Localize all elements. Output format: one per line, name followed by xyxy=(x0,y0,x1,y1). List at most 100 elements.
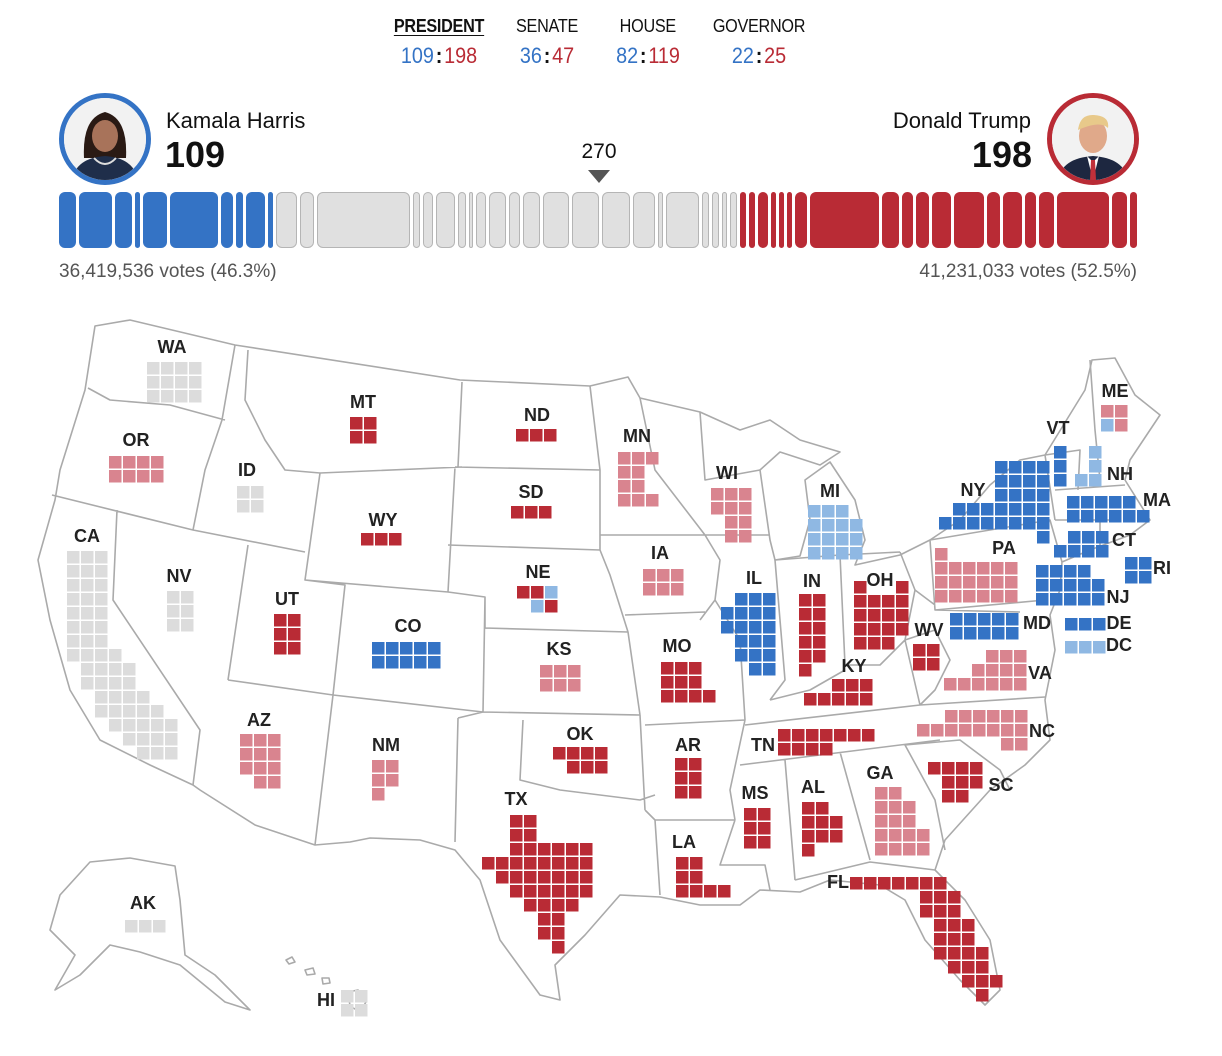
bar-segment-ma[interactable] xyxy=(246,192,266,248)
state-ak-squares[interactable] xyxy=(125,920,166,933)
bar-segment-mt[interactable] xyxy=(739,192,747,248)
state-sc-squares[interactable] xyxy=(928,762,983,803)
state-label-nd[interactable]: ND xyxy=(524,405,550,425)
state-label-az[interactable]: AZ xyxy=(247,710,271,730)
bar-segment-vt[interactable] xyxy=(268,192,274,248)
bar-segment-sd[interactable] xyxy=(779,192,785,248)
state-ct-squares[interactable] xyxy=(1054,531,1109,558)
state-wa-squares[interactable] xyxy=(147,362,202,403)
state-label-ri[interactable]: RI xyxy=(1153,558,1171,578)
bar-segment-wa[interactable] xyxy=(276,192,298,248)
state-ny-squares[interactable] xyxy=(939,461,1050,544)
bar-segment-ne[interactable] xyxy=(469,192,473,248)
state-tn-squares[interactable] xyxy=(778,729,875,756)
state-label-vt[interactable]: VT xyxy=(1046,418,1069,438)
state-tx-squares[interactable] xyxy=(482,815,593,954)
state-label-ga[interactable]: GA xyxy=(867,763,894,783)
state-label-co[interactable]: CO xyxy=(395,616,422,636)
bar-segment-tn[interactable] xyxy=(1003,192,1023,248)
state-id-squares[interactable] xyxy=(237,486,264,513)
state-mt-squares[interactable] xyxy=(350,417,377,444)
bar-segment-ct[interactable] xyxy=(221,192,234,248)
state-ne-squares[interactable] xyxy=(517,586,558,613)
state-mo-squares[interactable] xyxy=(661,662,716,703)
bar-segment-ms[interactable] xyxy=(1025,192,1036,248)
state-label-dc[interactable]: DC xyxy=(1106,635,1132,655)
state-va-squares[interactable] xyxy=(944,650,1027,691)
state-label-al[interactable]: AL xyxy=(801,777,825,797)
bar-segment-nm[interactable] xyxy=(457,192,467,248)
state-nv-squares[interactable] xyxy=(167,591,194,632)
bar-segment-ri[interactable] xyxy=(236,192,244,248)
bar-segment-la[interactable] xyxy=(915,192,930,248)
bar-segment-ky[interactable] xyxy=(986,192,1001,248)
state-label-ks[interactable]: KS xyxy=(546,639,571,659)
bar-segment-ok[interactable] xyxy=(795,192,808,248)
state-ia-squares[interactable] xyxy=(643,569,684,596)
bar-segment-ny[interactable] xyxy=(170,192,219,248)
bar-segment-nd[interactable] xyxy=(770,192,777,248)
bar-segment-oh[interactable] xyxy=(954,192,984,248)
state-label-mo[interactable]: MO xyxy=(663,636,692,656)
state-label-sc[interactable]: SC xyxy=(988,775,1013,795)
state-ky-squares[interactable] xyxy=(804,679,873,706)
state-md-squares[interactable] xyxy=(950,613,1019,640)
state-label-ny[interactable]: NY xyxy=(960,480,985,500)
state-label-in[interactable]: IN xyxy=(803,571,821,591)
state-nm-squares[interactable] xyxy=(372,760,399,801)
state-label-la[interactable]: LA xyxy=(672,832,696,852)
state-label-ms[interactable]: MS xyxy=(742,783,769,803)
bar-segment-or[interactable] xyxy=(300,192,314,248)
state-label-or[interactable]: OR xyxy=(123,430,150,450)
state-label-mt[interactable]: MT xyxy=(350,392,376,412)
bar-segment-ga[interactable] xyxy=(571,192,600,248)
bar-segment-ia[interactable] xyxy=(509,192,520,248)
state-ca-squares[interactable] xyxy=(67,551,178,760)
bar-segment-mo[interactable] xyxy=(882,192,900,248)
state-co-squares[interactable] xyxy=(372,642,441,669)
state-ks-squares[interactable] xyxy=(540,665,581,692)
state-label-ky[interactable]: KY xyxy=(841,656,866,676)
state-pa-squares[interactable] xyxy=(935,548,1018,603)
state-hi-squares[interactable] xyxy=(341,990,368,1017)
state-label-ca[interactable]: CA xyxy=(74,526,100,546)
bar-segment-wy[interactable] xyxy=(749,192,755,248)
tab-house[interactable]: HOUSE 82:119 xyxy=(613,16,684,69)
tab-senate[interactable]: SENATE 36:47 xyxy=(513,16,582,69)
state-ut-squares[interactable] xyxy=(274,614,301,655)
state-label-nc[interactable]: NC xyxy=(1029,721,1055,741)
bar-segment-ak[interactable] xyxy=(721,192,727,248)
state-az-squares[interactable] xyxy=(240,734,281,789)
state-ri-squares[interactable] xyxy=(1125,557,1152,584)
state-label-ok[interactable]: OK xyxy=(567,724,594,744)
state-fl-squares[interactable] xyxy=(850,877,1003,1002)
bar-segment-mi[interactable] xyxy=(542,192,569,248)
bar-segment-hi[interactable] xyxy=(729,192,737,248)
bar-segment-id[interactable] xyxy=(412,192,420,248)
bar-segment-az[interactable] xyxy=(435,192,455,248)
state-sd-squares[interactable] xyxy=(511,506,552,519)
state-label-tn[interactable]: TN xyxy=(751,735,775,755)
state-vt-squares[interactable] xyxy=(1054,446,1067,487)
state-label-tx[interactable]: TX xyxy=(504,789,527,809)
bar-segment-wi[interactable] xyxy=(522,192,540,248)
bar-segment-md[interactable] xyxy=(114,192,133,248)
state-dc-squares[interactable] xyxy=(1065,641,1106,654)
state-ms-squares[interactable] xyxy=(744,808,771,849)
state-label-mn[interactable]: MN xyxy=(623,426,651,446)
bar-segment-nj[interactable] xyxy=(143,192,168,248)
state-ok-squares[interactable] xyxy=(553,747,608,774)
state-label-ne[interactable]: NE xyxy=(525,562,550,582)
bar-segment-ut[interactable] xyxy=(757,192,768,248)
state-label-mi[interactable]: MI xyxy=(820,481,840,501)
state-nd-squares[interactable] xyxy=(516,429,557,442)
state-label-me[interactable]: ME xyxy=(1102,381,1129,401)
bar-segment-va[interactable] xyxy=(632,192,655,248)
state-mn-squares[interactable] xyxy=(618,452,659,507)
state-ga-squares[interactable] xyxy=(875,787,930,856)
state-nj-squares[interactable] xyxy=(1036,565,1105,606)
state-label-nh[interactable]: NH xyxy=(1107,464,1133,484)
state-label-md[interactable]: MD xyxy=(1023,613,1051,633)
bar-segment-al[interactable] xyxy=(1038,192,1055,248)
state-label-hi[interactable]: HI xyxy=(317,990,335,1010)
